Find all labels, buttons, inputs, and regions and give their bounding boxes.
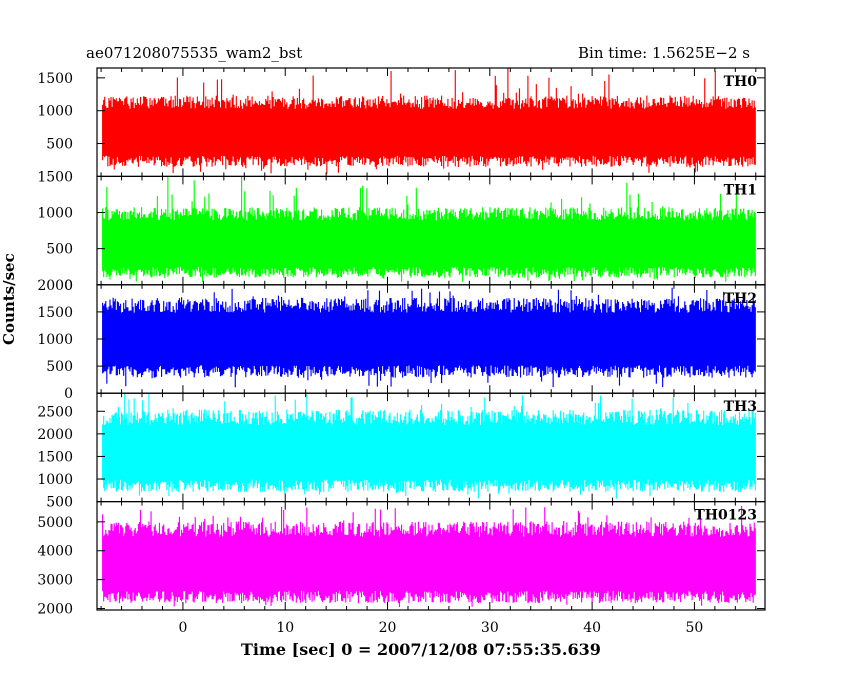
y-tick-label: 3000: [37, 573, 73, 589]
x-tick-label: 30: [481, 620, 499, 636]
y-tick-label: 500: [46, 242, 73, 258]
y-tick-label: 2000: [37, 427, 73, 443]
y-tick-label: 1500: [37, 71, 73, 87]
bin-time-label: Bin time: 1.5625E−2 s: [578, 44, 751, 62]
series-th0123: [102, 506, 756, 607]
y-tick-label: 5000: [37, 515, 73, 531]
y-tick-label: 500: [46, 495, 73, 511]
x-axis-label: Time [sec] 0 = 2007/12/08 07:55:35.639: [241, 640, 601, 659]
y-tick-label: 1000: [37, 472, 73, 488]
y-tick-label: 1000: [37, 332, 73, 348]
panel-th0123: 2000 3000 4000 5000 TH0123: [37, 501, 766, 618]
panel-label: TH0: [724, 74, 758, 90]
panel-label: TH1: [724, 182, 757, 198]
y-tick-label: 2500: [37, 404, 73, 420]
y-tick-label: 1500: [37, 305, 73, 321]
y-tick-label: 1500: [37, 449, 73, 465]
y-tick-label: 1500: [37, 169, 73, 185]
y-tick-label: 500: [46, 137, 73, 153]
panel-th1: 0 500 1000 1500 TH1: [37, 169, 766, 294]
x-tick-label: 10: [276, 620, 294, 636]
y-tick-label: 4000: [37, 544, 73, 560]
series-th1: [102, 176, 756, 282]
y-tick-label: 500: [46, 359, 73, 375]
panel-th3: 500 1000 1500 2000 2500 TH3: [37, 392, 766, 511]
y-tick-label: 1000: [37, 206, 73, 222]
y-tick-label: 2000: [37, 278, 73, 294]
panel-label: TH0123: [694, 508, 757, 524]
x-tick-label: 40: [583, 620, 601, 636]
series-th0: [102, 68, 756, 174]
x-tick-label: 0: [178, 620, 187, 636]
y-tick-label: 0: [64, 386, 73, 402]
y-tick-label: 2000: [37, 602, 73, 618]
y-tick-label: 0: [64, 278, 73, 294]
x-tick-label: 50: [686, 620, 704, 636]
y-tick-label: 1000: [37, 104, 73, 120]
panel-th2: 0 500 1000 1500 2000 TH2: [37, 278, 766, 402]
panel-th0: 500 1000 1500 TH0: [37, 67, 766, 178]
panel-frame: [96, 501, 766, 611]
x-tick-label: 20: [379, 620, 397, 636]
panel-label: TH3: [724, 399, 757, 415]
panel-label: TH2: [724, 291, 757, 307]
series-th3: [102, 393, 756, 499]
chart-title: ae071208075535_wam2_bst: [86, 44, 303, 62]
y-axis-label: Counts/sec: [0, 253, 18, 345]
series-th2: [102, 287, 756, 388]
